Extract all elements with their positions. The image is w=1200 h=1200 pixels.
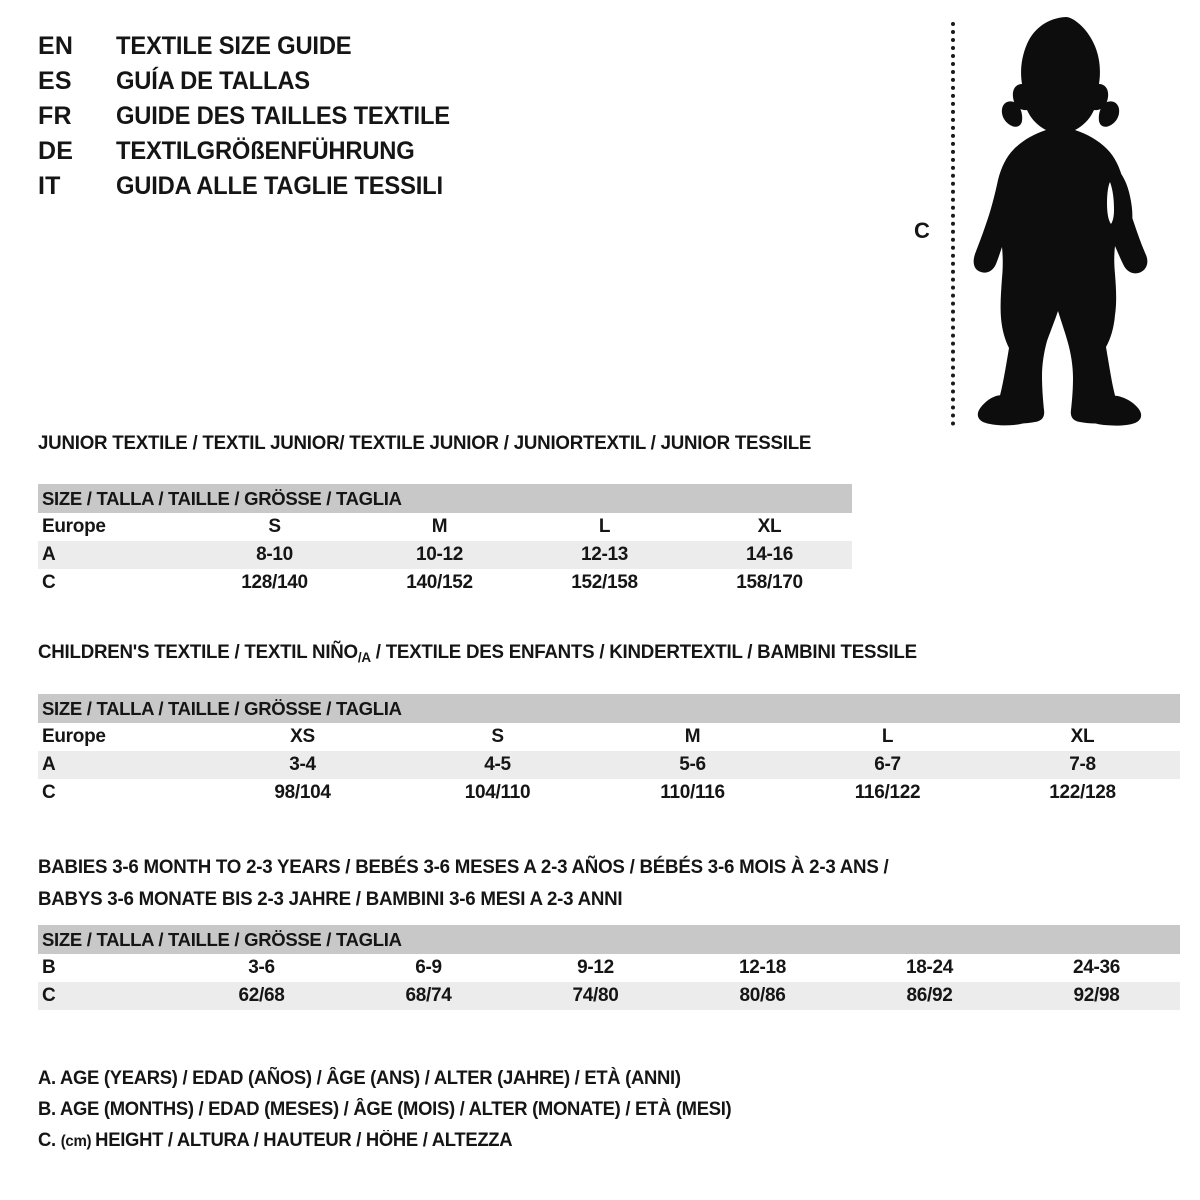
junior-size-l: L	[522, 513, 687, 541]
babies-row-c-value-5: 92/98	[1013, 982, 1180, 1010]
babies-row-c-label: C	[38, 982, 178, 1010]
table-row: B 3-6 6-9 9-12 12-18 18-24 24-36	[38, 954, 1180, 982]
height-marker-label: C	[914, 218, 930, 243]
junior-bar-row: SIZE / TALLA / TAILLE / GRÖSSE / TAGLIA	[38, 484, 852, 513]
language-title-en: TEXTILE SIZE GUIDE	[116, 32, 352, 60]
language-title-de: TEXTILGRÖßENFÜHRUNG	[116, 137, 415, 165]
junior-row-c-value-3: 158/170	[687, 569, 852, 597]
language-row-es: ES GUÍA DE TALLAS	[38, 67, 598, 102]
legend-line-a: A. AGE (YEARS) / EDAD (AÑOS) / ÂGE (ANS)…	[38, 1068, 681, 1089]
junior-row-c-value-2: 152/158	[522, 569, 687, 597]
children-row-a-value-1: 4-5	[400, 751, 595, 779]
junior-section-heading: JUNIOR TEXTILE / TEXTIL JUNIOR/ TEXTILE …	[38, 432, 812, 454]
language-code-de: DE	[38, 137, 74, 165]
children-size-xs: XS	[205, 723, 400, 751]
junior-region-label: Europe	[38, 513, 192, 541]
table-row: A 8-10 10-12 12-13 14-16	[38, 541, 852, 569]
junior-row-c-value-1: 140/152	[357, 569, 522, 597]
junior-row-a-value-0: 8-10	[192, 541, 357, 569]
babies-bar-row: SIZE / TALLA / TAILLE / GRÖSSE / TAGLIA	[38, 925, 1180, 954]
babies-row-c-value-1: 68/74	[345, 982, 512, 1010]
height-dashed-line	[951, 22, 955, 426]
children-row-c-value-0: 98/104	[205, 779, 400, 807]
legend-line-b: B. AGE (MONTHS) / EDAD (MESES) / ÂGE (MO…	[38, 1099, 732, 1120]
babies-size-table: SIZE / TALLA / TAILLE / GRÖSSE / TAGLIA …	[38, 925, 1180, 1010]
children-row-c-value-3: 116/122	[790, 779, 985, 807]
children-heading-post: / TEXTILE DES ENFANTS / KINDERTEXTIL / B…	[370, 641, 917, 663]
junior-size-header-row: Europe S M L XL	[38, 513, 852, 541]
children-row-a-value-3: 6-7	[790, 751, 985, 779]
legend-block: A. AGE (YEARS) / EDAD (AÑOS) / ÂGE (ANS)…	[38, 1068, 938, 1161]
junior-size-table: SIZE / TALLA / TAILLE / GRÖSSE / TAGLIA …	[38, 484, 852, 597]
babies-row-c-value-0: 62/68	[178, 982, 345, 1010]
children-size-header-row: Europe XS S M L XL	[38, 723, 1181, 751]
language-title-es: GUÍA DE TALLAS	[116, 67, 310, 95]
babies-section-heading-line1: BABIES 3-6 MONTH TO 2-3 YEARS / BEBÉS 3-…	[38, 856, 889, 878]
language-code-fr: FR	[38, 102, 72, 130]
table-row: C 98/104 104/110 110/116 116/122 122/128	[38, 779, 1181, 807]
babies-row-b-value-0: 3-6	[178, 954, 345, 982]
language-row-it: IT GUIDA ALLE TAGLIE TESSILI	[38, 172, 598, 207]
language-row-fr: FR GUIDE DES TAILLES TEXTILE	[38, 102, 598, 137]
babies-row-c-value-2: 74/80	[512, 982, 679, 1010]
children-row-c-label: C	[38, 779, 205, 807]
babies-row-b-value-1: 6-9	[345, 954, 512, 982]
language-header-block: EN TEXTILE SIZE GUIDE ES GUÍA DE TALLAS …	[38, 32, 598, 207]
babies-row-b-value-4: 18-24	[846, 954, 1013, 982]
children-heading-subscript: /A	[357, 649, 371, 665]
language-row-de: DE TEXTILGRÖßENFÜHRUNG	[38, 137, 598, 172]
junior-row-a-label: A	[38, 541, 192, 569]
children-region-label: Europe	[38, 723, 205, 751]
legend-line-c-prefix: C.	[38, 1130, 61, 1151]
language-title-it: GUIDA ALLE TAGLIE TESSILI	[116, 172, 443, 200]
language-row-en: EN TEXTILE SIZE GUIDE	[38, 32, 598, 67]
children-row-a-value-2: 5-6	[595, 751, 790, 779]
babies-row-c-value-4: 86/92	[846, 982, 1013, 1010]
junior-size-m: M	[357, 513, 522, 541]
children-section-heading: CHILDREN'S TEXTILE / TEXTIL NIÑO/A / TEX…	[38, 641, 917, 665]
babies-row-b-value-5: 24-36	[1013, 954, 1180, 982]
junior-size-s: S	[192, 513, 357, 541]
babies-row-b-value-2: 9-12	[512, 954, 679, 982]
children-bar-row: SIZE / TALLA / TAILLE / GRÖSSE / TAGLIA	[38, 694, 1181, 723]
babies-section-heading-line2: BABYS 3-6 MONATE BIS 2-3 JAHRE / BAMBINI…	[38, 888, 623, 910]
children-size-table: SIZE / TALLA / TAILLE / GRÖSSE / TAGLIA …	[38, 694, 1181, 807]
children-row-a-value-0: 3-4	[205, 751, 400, 779]
legend-line-c-unit: (cm)	[60, 1133, 96, 1150]
table-row: C 62/68 68/74 74/80 80/86 86/92 92/98	[38, 982, 1180, 1010]
junior-row-c-label: C	[38, 569, 192, 597]
language-code-en: EN	[38, 32, 74, 60]
junior-row-a-value-1: 10-12	[357, 541, 522, 569]
children-size-m: M	[595, 723, 790, 751]
babies-row-b-label: B	[38, 954, 178, 982]
legend-line-c-rest: HEIGHT / ALTURA / HAUTEUR / HÖHE / ALTEZ…	[95, 1130, 513, 1151]
children-size-bar-label: SIZE / TALLA / TAILLE / GRÖSSE / TAGLIA	[38, 694, 1181, 723]
height-figure-area: C	[890, 8, 1190, 438]
children-size-xl: XL	[985, 723, 1181, 751]
language-title-fr: GUIDE DES TAILLES TEXTILE	[116, 102, 450, 130]
language-code-it: IT	[38, 172, 61, 200]
children-size-s: S	[400, 723, 595, 751]
children-row-a-value-4: 7-8	[985, 751, 1181, 779]
babies-row-c-value-3: 80/86	[679, 982, 846, 1010]
table-row: A 3-4 4-5 5-6 6-7 7-8	[38, 751, 1181, 779]
junior-row-a-value-3: 14-16	[687, 541, 852, 569]
junior-row-c-value-0: 128/140	[192, 569, 357, 597]
children-row-c-value-4: 122/128	[985, 779, 1181, 807]
children-row-a-label: A	[38, 751, 205, 779]
babies-row-b-value-3: 12-18	[679, 954, 846, 982]
table-row: C 128/140 140/152 152/158 158/170	[38, 569, 852, 597]
children-size-l: L	[790, 723, 985, 751]
children-row-c-value-1: 104/110	[400, 779, 595, 807]
junior-size-xl: XL	[687, 513, 852, 541]
toddler-silhouette-icon	[973, 17, 1148, 426]
language-code-es: ES	[38, 67, 72, 95]
children-heading-pre: CHILDREN'S TEXTILE / TEXTIL NIÑO	[38, 641, 358, 663]
legend-line-c: C. (cm) HEIGHT / ALTURA / HAUTEUR / HÖHE…	[38, 1130, 911, 1161]
babies-size-bar-label: SIZE / TALLA / TAILLE / GRÖSSE / TAGLIA	[38, 925, 1180, 954]
junior-row-a-value-2: 12-13	[522, 541, 687, 569]
children-row-c-value-2: 110/116	[595, 779, 790, 807]
junior-size-bar-label: SIZE / TALLA / TAILLE / GRÖSSE / TAGLIA	[38, 484, 852, 513]
